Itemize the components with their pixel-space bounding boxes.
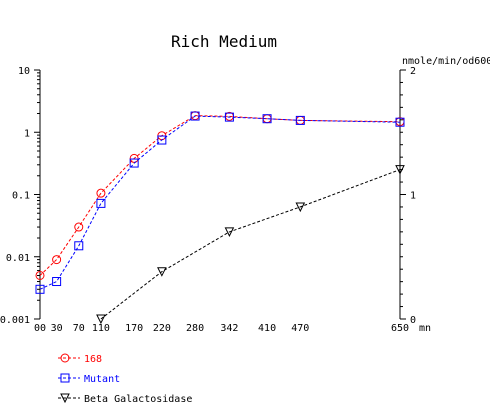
left-tick-label: 0.01 — [6, 253, 30, 264]
data-point — [52, 255, 62, 265]
series-2 — [96, 165, 405, 325]
x-tick-label: 410 — [258, 323, 276, 334]
x-tick-label: 280 — [186, 323, 204, 334]
data-point — [96, 198, 106, 208]
data-point — [395, 165, 405, 175]
x-tick-label: 220 — [153, 323, 171, 334]
x-tick-label: 650 — [391, 323, 409, 334]
series-1 — [35, 111, 405, 294]
axes — [39, 70, 401, 319]
x-tick-label: 342 — [220, 323, 238, 334]
data-point — [190, 111, 200, 121]
data-point — [295, 115, 305, 125]
data-point — [96, 314, 106, 325]
legend-marker — [60, 373, 70, 383]
left-tick-label: 1 — [24, 128, 30, 139]
series-0 — [35, 111, 405, 280]
data-point — [224, 112, 234, 122]
data-point — [224, 227, 235, 237]
data-point — [74, 241, 84, 251]
data-point — [74, 222, 84, 232]
data-point — [35, 270, 45, 280]
data-point — [129, 158, 139, 168]
left-axis-ticks: 10 1 0.1 0.01 0.001 — [0, 66, 40, 326]
legend-label: 168 — [84, 354, 102, 365]
x-tick-label: 110 — [92, 323, 110, 334]
series-layer — [35, 111, 405, 325]
chart-title: Rich Medium — [171, 32, 277, 51]
legend-marker — [60, 393, 70, 404]
legend-marker — [60, 353, 70, 363]
x-axis-ticks: 00 30 70 110 170 220 280 342 410 470 650 — [34, 323, 409, 334]
x-tick-label: 30 — [51, 323, 63, 334]
legend-label: Mutant — [84, 374, 120, 385]
right-axis-unit: nmole/min/od600 — [402, 56, 490, 67]
series-line — [39, 115, 401, 276]
series-line — [100, 169, 401, 320]
data-point — [52, 277, 62, 287]
legend-label: Beta Galactosidase — [84, 394, 192, 405]
right-axis-ticks: 2 1 0 — [400, 66, 416, 326]
data-point — [157, 267, 167, 277]
left-tick-label: 10 — [18, 66, 30, 77]
x-tick-label: 170 — [125, 323, 143, 334]
data-point — [35, 284, 45, 294]
legend: 168 Mutant Beta Galactosidase — [58, 353, 192, 405]
x-tick-label: 70 — [73, 323, 85, 334]
right-tick-label: 2 — [410, 66, 416, 77]
data-point — [157, 135, 167, 145]
data-point — [96, 188, 106, 198]
x-axis-unit: mn — [419, 323, 431, 334]
series-line — [39, 115, 401, 290]
right-tick-label: 1 — [410, 191, 416, 202]
data-point — [395, 117, 405, 127]
left-tick-label: 0.1 — [12, 191, 30, 202]
x-tick-label: 470 — [291, 323, 309, 334]
data-point — [129, 153, 139, 163]
data-point — [262, 114, 272, 124]
left-tick-label: 0.001 — [0, 315, 30, 326]
x-tick-label: 00 — [34, 323, 46, 334]
data-point — [295, 202, 306, 213]
right-tick-label: 0 — [410, 315, 416, 326]
